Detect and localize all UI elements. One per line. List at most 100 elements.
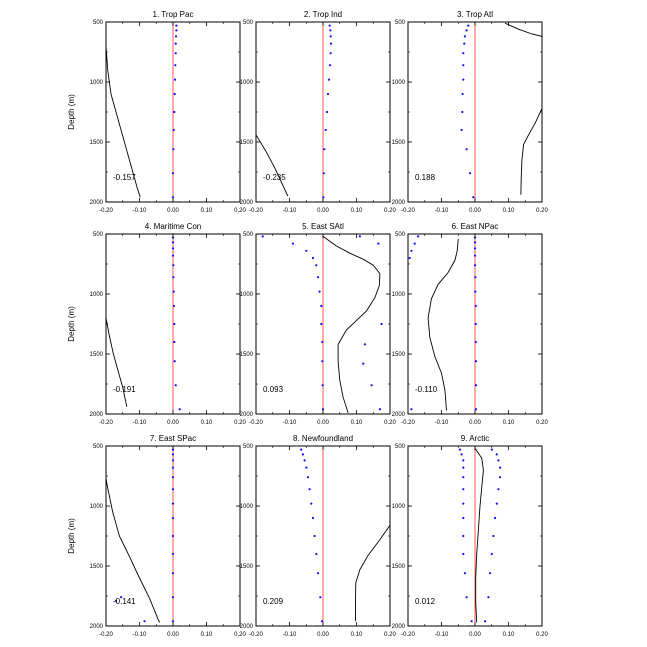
y-tick-label: 1500 <box>392 140 406 146</box>
x-tick-label: 0.00 <box>317 632 329 638</box>
panel-9: 9. Arctic -0.20 -0.10 0.00 0.10 0.20 500 1000 15… <box>392 434 549 638</box>
profile-line <box>256 134 289 197</box>
data-point <box>291 242 294 245</box>
y-tick-label: 2000 <box>240 200 254 206</box>
x-tick-label: -0.10 <box>435 420 449 426</box>
y-tick-label: 2000 <box>392 412 406 418</box>
data-point <box>461 92 464 96</box>
panel-annotation: 0.093 <box>263 385 284 394</box>
data-point <box>465 596 468 599</box>
x-tick-label: 0.20 <box>536 420 548 426</box>
y-tick-label: 2000 <box>392 624 406 630</box>
data-point <box>310 502 313 505</box>
x-tick-label: -0.20 <box>99 208 113 214</box>
data-point <box>173 78 177 81</box>
data-point <box>326 92 330 96</box>
data-point <box>473 264 477 267</box>
data-point <box>463 35 466 38</box>
data-point <box>462 78 465 81</box>
data-point <box>329 52 332 55</box>
data-point <box>173 110 176 114</box>
data-point <box>320 304 323 308</box>
y-tick-label: 1500 <box>90 564 104 570</box>
data-point <box>470 620 473 623</box>
data-point <box>171 516 175 520</box>
data-point <box>492 534 495 538</box>
data-point <box>328 64 332 67</box>
x-tick-label: 0.00 <box>469 632 481 638</box>
y-axis-label: Depth (m) <box>67 518 76 554</box>
y-tick-label: 1000 <box>90 80 104 86</box>
x-tick-label: 0.00 <box>167 632 179 638</box>
data-point <box>114 599 118 602</box>
x-tick-label: -0.20 <box>249 420 263 426</box>
data-point <box>474 384 478 387</box>
data-point <box>462 488 465 491</box>
x-tick-label: -0.20 <box>401 420 415 426</box>
data-point <box>306 476 309 479</box>
data-point <box>495 453 498 456</box>
y-tick-label: 1500 <box>240 140 254 146</box>
data-point <box>495 502 498 505</box>
data-point <box>172 276 175 279</box>
data-point <box>321 340 324 344</box>
data-point <box>171 502 175 505</box>
data-point <box>473 254 477 257</box>
panel-annotation: 0.012 <box>415 597 436 606</box>
data-point <box>328 24 331 27</box>
data-point <box>490 448 493 451</box>
data-point <box>462 459 465 462</box>
x-tick-label: -0.10 <box>133 632 147 638</box>
x-tick-label: -0.10 <box>283 632 297 638</box>
panel-title: 4. Maritime Con <box>145 222 201 231</box>
data-point <box>172 128 175 132</box>
data-point <box>171 466 175 469</box>
data-point <box>363 343 366 346</box>
data-point <box>301 453 304 456</box>
x-tick-label: 0.10 <box>503 632 515 638</box>
panel-title: 3. Trop Atl <box>457 10 493 19</box>
data-point <box>321 360 324 363</box>
x-tick-label: 0.10 <box>201 632 213 638</box>
data-point <box>460 453 463 456</box>
y-tick-label: 500 <box>93 444 104 450</box>
data-point <box>324 128 327 132</box>
x-tick-label: -0.20 <box>401 632 415 638</box>
data-point <box>329 35 332 38</box>
y-tick-label: 500 <box>93 20 104 26</box>
panel-title: 9. Arctic <box>461 434 489 443</box>
data-point <box>315 552 318 556</box>
data-point <box>313 534 316 538</box>
profile-line <box>106 317 128 407</box>
y-tick-label: 2000 <box>392 200 406 206</box>
y-tick-label: 2000 <box>90 412 104 418</box>
x-tick-label: 0.00 <box>167 208 179 214</box>
data-point <box>171 552 175 556</box>
data-point <box>474 322 477 326</box>
data-point <box>300 448 303 451</box>
y-tick-label: 1500 <box>240 352 254 358</box>
data-layer <box>106 24 178 199</box>
data-point <box>377 242 380 245</box>
y-axis-label: Depth (m) <box>67 306 76 342</box>
data-point <box>171 172 175 175</box>
data-point <box>468 172 472 175</box>
y-tick-label: 1000 <box>240 504 254 510</box>
x-tick-label: -0.10 <box>133 208 147 214</box>
data-point <box>261 235 264 238</box>
y-tick-label: 1500 <box>90 352 104 358</box>
data-point <box>316 572 320 575</box>
x-tick-label: 0.00 <box>469 420 481 426</box>
data-point <box>473 247 477 250</box>
y-tick-label: 500 <box>395 20 406 26</box>
x-tick-label: 0.10 <box>503 420 515 426</box>
y-tick-label: 1500 <box>90 140 104 146</box>
data-point <box>174 35 178 38</box>
profile-line <box>322 236 381 413</box>
data-point <box>171 453 175 456</box>
x-tick-label: 0.20 <box>536 632 548 638</box>
panel-5: 5. East SAtl -0.20 -0.10 0.00 0.10 0.20 500 100… <box>240 222 397 426</box>
panel-4: 4. Maritime Con -0.20 -0.10 0.00 0.10 0.20 500… <box>67 222 246 426</box>
data-point <box>172 264 175 267</box>
data-point <box>303 459 306 462</box>
